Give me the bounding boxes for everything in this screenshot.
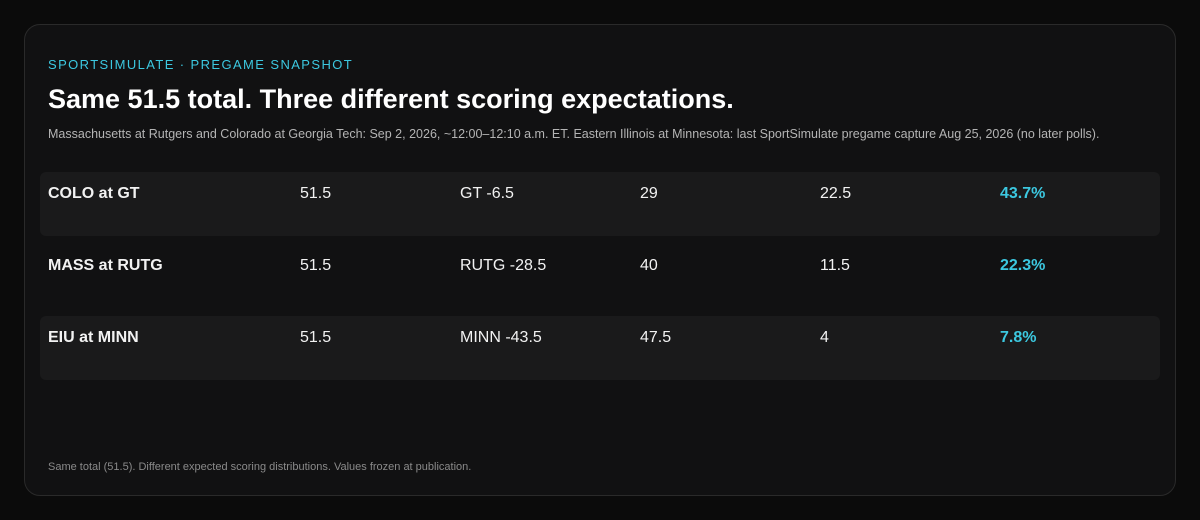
table-row: COLO at GT 51.5 GT -6.5 29 22.5 43.7% (40, 172, 1160, 236)
table-cell: 29 (640, 185, 658, 202)
table-cell: MINN -43.5 (460, 329, 542, 346)
table-cell: RUTG -28.5 (460, 257, 547, 274)
card (24, 24, 1176, 496)
table-cell: 51.5 (300, 257, 332, 274)
table-cell: 51.5 (300, 185, 332, 202)
subtitle: Massachusetts at Rutgers and Colorado at… (48, 127, 1100, 141)
table-cell: GT -6.5 (460, 185, 514, 202)
title: Same 51.5 total. Three different scoring… (48, 84, 734, 114)
table-cell: 7.8% (1000, 329, 1037, 346)
eyebrow: SPORTSIMULATE · PREGAME SNAPSHOT (48, 57, 354, 72)
table-cell: EIU at MINN (48, 329, 139, 346)
table-cell: COLO at GT (48, 185, 140, 202)
table-cell: 22.5 (820, 185, 852, 202)
table-cell: 4 (820, 329, 829, 346)
table-cell: 11.5 (820, 257, 850, 274)
table-cell: 51.5 (300, 329, 332, 346)
table-cell: MASS at RUTG (48, 257, 163, 274)
footer: Same total (51.5). Different expected sc… (48, 461, 472, 473)
table-cell: 47.5 (640, 329, 672, 346)
table-cell: 40 (640, 257, 658, 274)
table-row: MASS at RUTG 51.5 RUTG -28.5 40 11.5 22.3% (40, 244, 1160, 308)
table-cell: 22.3% (1000, 257, 1046, 274)
table-row: EIU at MINN 51.5 MINN -43.5 47.5 4 7.8% (40, 316, 1160, 380)
table-cell: 43.7% (1000, 185, 1046, 202)
